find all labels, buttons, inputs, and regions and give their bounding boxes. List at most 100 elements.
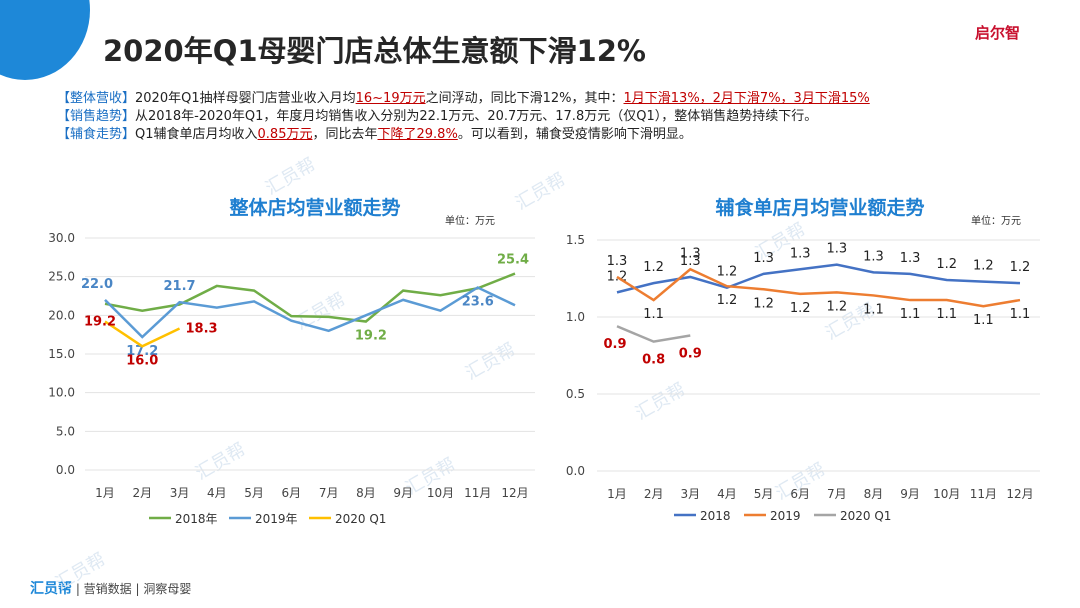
- data-label: 0.8: [642, 353, 665, 368]
- x-tick-label: 3月: [170, 486, 190, 500]
- data-label: 1.2: [1010, 260, 1031, 275]
- watermark: 汇员帮: [262, 154, 319, 199]
- bullet-tag: 【销售趋势】: [57, 109, 136, 124]
- bullet-text: Q1辅食单店月均收入: [135, 127, 258, 142]
- data-label: 19.2: [355, 329, 387, 344]
- series-line: [616, 267, 1021, 308]
- data-label: 1.1: [863, 302, 884, 317]
- data-label: 1.3: [680, 246, 701, 261]
- series-line: [104, 320, 181, 348]
- y-tick-label: 1.0: [566, 310, 585, 324]
- y-tick-label: 0.5: [566, 387, 585, 401]
- x-tick-label: 8月: [864, 487, 884, 501]
- y-tick-label: 5.0: [56, 424, 75, 438]
- data-label: 18.3: [186, 321, 218, 336]
- footer-text: 营销数据 | 洞察母婴: [83, 582, 192, 596]
- series-line: [104, 272, 516, 323]
- data-label: 1.2: [790, 301, 811, 316]
- data-label: 1.3: [826, 242, 847, 257]
- x-tick-label: 6月: [282, 486, 302, 500]
- x-tick-label: 1月: [95, 486, 115, 500]
- data-label: 1.1: [900, 307, 921, 322]
- bullet-text: 0.85万元: [257, 127, 313, 142]
- bullet: 【销售趋势】从2018年-2020年Q1，年度月均销售收入分别为22.1万元、2…: [57, 108, 870, 126]
- data-label: 22.0: [81, 277, 113, 292]
- data-label: 1.2: [717, 293, 738, 308]
- footer-brand: 汇员帮: [30, 581, 72, 597]
- x-tick-label: 4月: [207, 486, 227, 500]
- bullet-text: 16~19万元: [355, 91, 426, 106]
- legend-label: 2019年: [255, 512, 298, 526]
- data-label: 1.3: [790, 246, 811, 261]
- series-line: [616, 263, 1021, 294]
- watermark: 汇员帮: [192, 439, 249, 484]
- x-tick-label: 2月: [132, 486, 152, 500]
- x-tick-label: 3月: [680, 487, 700, 501]
- data-label: 21.7: [164, 279, 196, 294]
- y-tick-label: 20.0: [48, 308, 75, 322]
- x-tick-label: 9月: [900, 487, 920, 501]
- unit-label: 单位：万元: [445, 214, 495, 227]
- legend-label: 2018: [700, 509, 731, 523]
- data-label: 19.2: [84, 315, 116, 330]
- y-tick-label: 0.0: [566, 464, 585, 478]
- x-tick-label: 12月: [501, 486, 528, 500]
- footer: 汇员帮 | 营销数据 | 洞察母婴: [30, 581, 192, 597]
- watermark: 汇员帮: [632, 379, 689, 424]
- data-label: 16.0: [126, 353, 158, 368]
- data-label: 1.3: [607, 254, 628, 269]
- bullets: 【整体营收】2020年Q1抽样母婴门店营业收入月均16~19万元之间浮动，同比下…: [57, 90, 870, 144]
- data-label: 1.2: [826, 299, 847, 314]
- data-label: 1.3: [900, 251, 921, 266]
- x-tick-label: 11月: [970, 487, 997, 501]
- x-tick-label: 2月: [644, 487, 664, 501]
- chart-title: 整体店均营业额走势: [229, 196, 400, 219]
- x-tick-label: 7月: [827, 487, 847, 501]
- y-tick-label: 25.0: [48, 270, 75, 284]
- series-line: [104, 286, 516, 339]
- data-label: 1.2: [643, 260, 664, 275]
- bullet-text: 。可以看到，辅食受疫情影响下滑明显。: [457, 127, 692, 142]
- bullet: 【辅食走势】Q1辅食单店月均收入0.85万元，同比去年下降了29.8%。可以看到…: [57, 126, 870, 144]
- y-tick-label: 15.0: [48, 347, 75, 361]
- watermark: 汇员帮: [512, 169, 569, 214]
- bullet-tag: 【辅食走势】: [57, 127, 136, 142]
- y-tick-label: 10.0: [48, 386, 75, 400]
- x-tick-label: 10月: [933, 487, 960, 501]
- bullet: 【整体营收】2020年Q1抽样母婴门店营业收入月均16~19万元之间浮动，同比下…: [57, 90, 870, 108]
- data-label: 0.9: [679, 346, 702, 361]
- x-tick-label: 5月: [244, 486, 264, 500]
- data-label: 1.3: [863, 249, 884, 264]
- logo: 启尔智: [975, 24, 1021, 42]
- bullet-text: 下降了29.8%: [377, 127, 458, 142]
- x-tick-label: 4月: [717, 487, 737, 501]
- data-label: 0.9: [603, 337, 626, 352]
- data-label: 1.1: [1010, 307, 1031, 322]
- y-tick-label: 30.0: [48, 231, 75, 245]
- bullet-text: 之间浮动，同比下滑12%，其中：: [425, 91, 624, 106]
- x-tick-label: 9月: [393, 486, 413, 500]
- x-tick-label: 5月: [754, 487, 774, 501]
- unit-label: 单位：万元: [971, 214, 1021, 227]
- data-label: 1.2: [973, 259, 994, 274]
- watermark: 汇员帮: [52, 549, 109, 594]
- x-tick-label: 1月: [607, 487, 627, 501]
- data-label: 1.2: [753, 296, 774, 311]
- bullet-text: 2020年Q1抽样母婴门店营业收入月均: [135, 91, 356, 106]
- bullet-text: 从2018年-2020年Q1，年度月均销售收入分别为22.1万元、20.7万元、…: [135, 109, 818, 124]
- chart-title: 辅食单店月均营业额走势: [715, 196, 924, 219]
- watermark: 汇员帮: [462, 339, 519, 384]
- x-tick-label: 11月: [464, 486, 491, 500]
- legend-label: 2019: [770, 509, 801, 523]
- x-tick-label: 8月: [356, 486, 376, 500]
- x-tick-label: 6月: [790, 487, 810, 501]
- legend-label: 2020 Q1: [335, 512, 386, 526]
- data-label: 1.2: [717, 265, 738, 280]
- x-tick-label: 7月: [319, 486, 339, 500]
- data-label: 23.6: [462, 294, 494, 309]
- data-label: 1.3: [753, 251, 774, 266]
- bullet-tag: 【整体营收】: [57, 91, 136, 106]
- bullet-text: ，同比去年: [312, 127, 378, 142]
